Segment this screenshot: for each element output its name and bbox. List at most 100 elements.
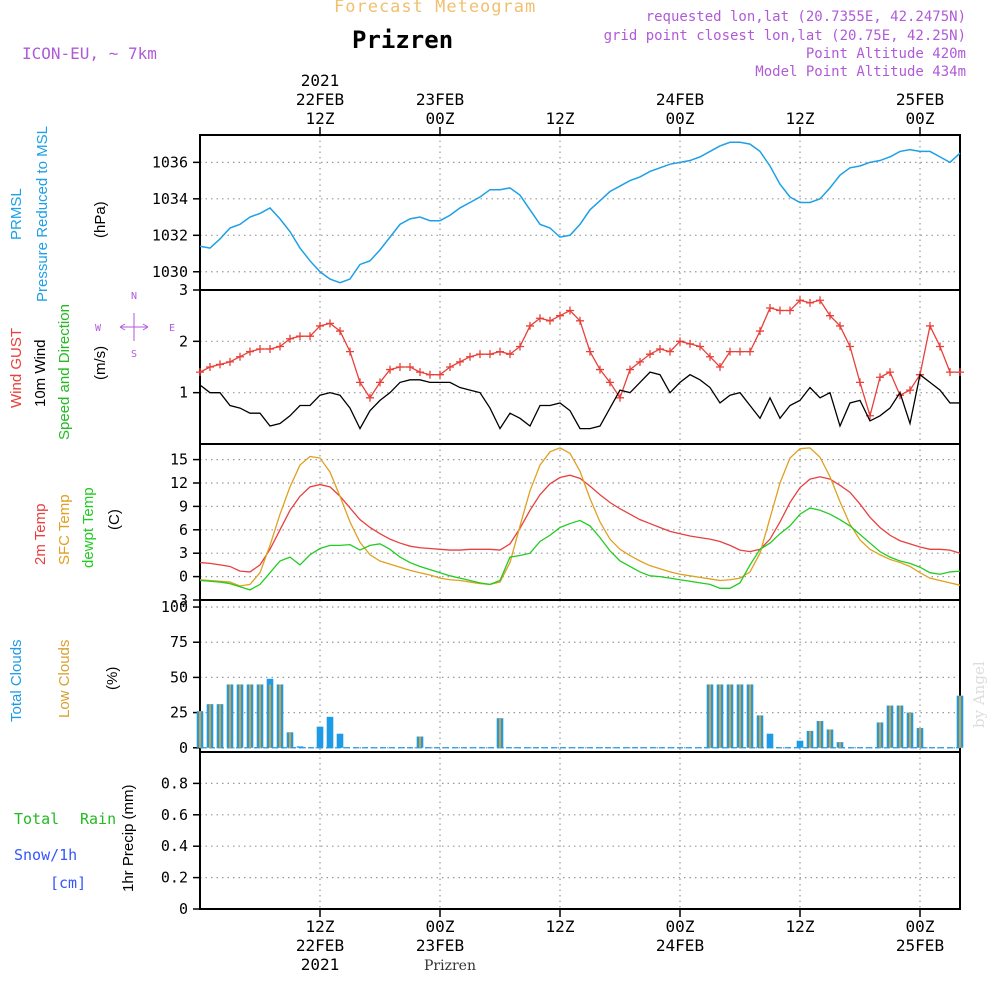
low-clouds-bar	[909, 712, 911, 748]
wind-gust-point	[626, 365, 634, 374]
wind-gust-point	[226, 357, 234, 366]
wind-gust-point	[476, 350, 484, 359]
compass-n: N	[131, 291, 137, 302]
precip-rain-label: Rain	[80, 810, 117, 828]
wind-gust-point	[416, 368, 424, 377]
temperature-ytick-label: 15	[170, 451, 188, 469]
wind-gust-point	[546, 316, 554, 325]
wind-gust-point	[436, 370, 444, 379]
precip-snow-label: Snow/1h	[14, 846, 78, 864]
temperature-ytick-label: 6	[179, 521, 188, 539]
wind-gust-point	[846, 342, 854, 351]
total-clouds-bar	[796, 740, 804, 748]
bottom-time-label: 00Z	[426, 917, 455, 936]
wind-gust-point	[486, 350, 494, 359]
total-clouds-bar	[336, 733, 344, 748]
wind-gust-point	[816, 296, 824, 305]
wind-gust-point	[316, 321, 324, 330]
wind-gust-point	[596, 365, 604, 374]
wind-gust-point	[686, 339, 694, 348]
point-altitude: Point Altitude 420m	[805, 46, 966, 62]
low-clouds-bar	[209, 704, 211, 748]
wind-gust-point	[196, 368, 204, 377]
product-title: Forecast Meteogram	[334, 0, 537, 17]
low-clouds-bar	[199, 711, 201, 748]
wind-ytick-label: 2	[179, 332, 188, 350]
wind-gust-point	[246, 347, 254, 356]
wind-gust-point	[786, 306, 794, 315]
temp-dewpt-line	[199, 507, 961, 591]
precipitation-ytick-label: 0	[179, 900, 188, 918]
bottom-time-label: 00Z	[666, 917, 695, 936]
clouds-frame	[199, 599, 961, 753]
bottom-time-label: 25FEB	[896, 936, 944, 955]
bottom-time-label: 23FEB	[416, 936, 464, 955]
wind-gust-point	[566, 306, 574, 315]
wind-gust-point	[836, 321, 844, 330]
temp-sfc-line	[199, 447, 961, 587]
wind-gust-point	[306, 332, 314, 341]
precip-snow-unit: [cm]	[50, 874, 87, 892]
wind-gust-point	[556, 311, 564, 320]
wind-gust-point	[956, 368, 964, 377]
total-clouds-bar	[766, 733, 774, 748]
temperature-ytick-label: -3	[170, 591, 188, 609]
compass-w: W	[95, 323, 102, 334]
low-clouds-bar	[879, 722, 881, 748]
precipitation-ytick-label: 0.4	[161, 837, 188, 855]
precipitation-ytick-label: 0.6	[161, 806, 188, 824]
low-clouds-bar	[239, 684, 241, 748]
low-clouds-bar	[839, 742, 841, 748]
wind-gust-point	[616, 393, 624, 402]
wind-gust-point	[466, 352, 474, 361]
wind-gust-point	[406, 363, 414, 371]
wind-10m-line	[199, 371, 960, 431]
top-time-label: 00Z	[906, 109, 935, 128]
wind-gust-point	[446, 363, 454, 371]
wind-gust-point	[296, 332, 304, 341]
model-altitude: Model Point Altitude 434m	[755, 64, 966, 80]
total-clouds-bar	[296, 746, 304, 748]
bottom-time-label: 24FEB	[656, 936, 704, 955]
footer-station: Prizren	[424, 958, 476, 974]
wind-gust-point	[266, 345, 274, 354]
bottom-time-label: 12Z	[546, 917, 575, 936]
low-clouds-bar	[289, 732, 291, 748]
wind-gust-point	[426, 370, 434, 379]
low-clouds-bar	[259, 684, 261, 748]
wind-gust-point	[706, 352, 714, 361]
wind-gust-point	[656, 345, 664, 354]
wind-gust-point	[396, 363, 404, 371]
low-clouds-bar	[829, 729, 831, 748]
temp-2m-line	[199, 474, 961, 573]
bottom-time-label: 2021	[301, 955, 340, 974]
compass-e: E	[169, 323, 175, 334]
low-clouds-bar	[809, 730, 811, 748]
temperature-ytick-label: 0	[179, 568, 188, 586]
wind-gust-point	[496, 347, 504, 356]
wind-gust-point	[886, 368, 894, 377]
bottom-time-label: 12Z	[786, 917, 815, 936]
precipitation-ytick-label: 0.2	[161, 869, 188, 887]
wind-gust-point	[336, 327, 344, 336]
low-clouds-bar	[749, 684, 751, 748]
wind-gust-point	[516, 342, 524, 351]
top-time-label: 12Z	[306, 109, 335, 128]
pressure-series-line	[199, 141, 961, 284]
requested-coords: requested lon,lat (20.7355E, 42.2475N)	[645, 9, 966, 25]
wind-gust-point	[676, 337, 684, 346]
low-clouds-bar	[719, 684, 721, 748]
wind-gust-point	[276, 342, 284, 351]
wind-gust-point	[606, 378, 614, 387]
low-clouds-bar	[759, 715, 761, 748]
wind-gust-point	[696, 342, 704, 351]
wind-gust-point	[536, 314, 544, 323]
wind-gust-point	[236, 352, 244, 361]
station-title: Prizren	[352, 26, 454, 54]
pressure-ytick-label: 1030	[152, 263, 188, 281]
wind-gust-point	[326, 319, 334, 328]
bottom-time-label: 12Z	[306, 917, 335, 936]
wind-gust-point	[526, 321, 534, 330]
bottom-time-label: 22FEB	[296, 936, 344, 955]
compass-s: S	[131, 349, 137, 360]
